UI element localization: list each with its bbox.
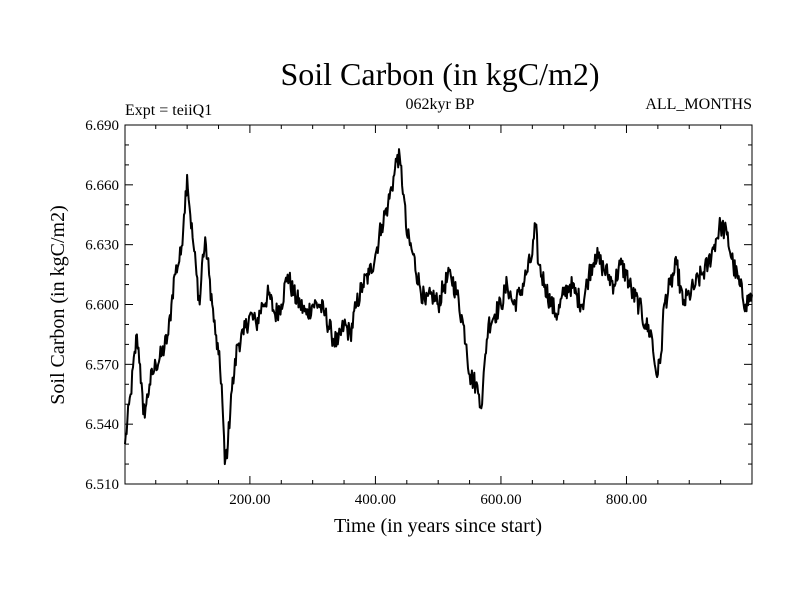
x-tick-label: 200.00 xyxy=(229,492,270,508)
subtitle-period: 062kyr BP xyxy=(406,96,475,113)
y-tick-label: 6.660 xyxy=(85,178,119,194)
x-axis-ticks: 200.00 400.00 600.00 800.00 xyxy=(155,125,753,508)
subtitle-months: ALL_MONTHS xyxy=(645,96,752,113)
y-axis-ticks: 6.510 6.540 6.570 6.600 6.630 6.660 6.690 xyxy=(85,118,752,493)
y-tick-label: 6.570 xyxy=(85,357,119,373)
y-tick-label: 6.630 xyxy=(85,238,119,254)
y-tick-label: 6.690 xyxy=(85,118,119,134)
x-axis-label: Time (in years since start) xyxy=(334,515,542,537)
y-tick-label: 6.540 xyxy=(85,417,119,433)
chart-title: Soil Carbon (in kgC/m2) xyxy=(280,56,599,92)
y-axis-label: Soil Carbon (in kgC/m2) xyxy=(47,205,69,404)
y-tick-label: 6.600 xyxy=(85,298,119,314)
soil-carbon-series-line xyxy=(124,148,753,466)
plot-frame xyxy=(124,124,753,485)
x-tick-label: 800.00 xyxy=(606,492,647,508)
y-tick-label: 6.510 xyxy=(85,477,119,493)
x-tick-label: 600.00 xyxy=(480,492,521,508)
x-tick-label: 400.00 xyxy=(355,492,396,508)
subtitle-experiment: Expt = teiiQ1 xyxy=(125,102,212,119)
